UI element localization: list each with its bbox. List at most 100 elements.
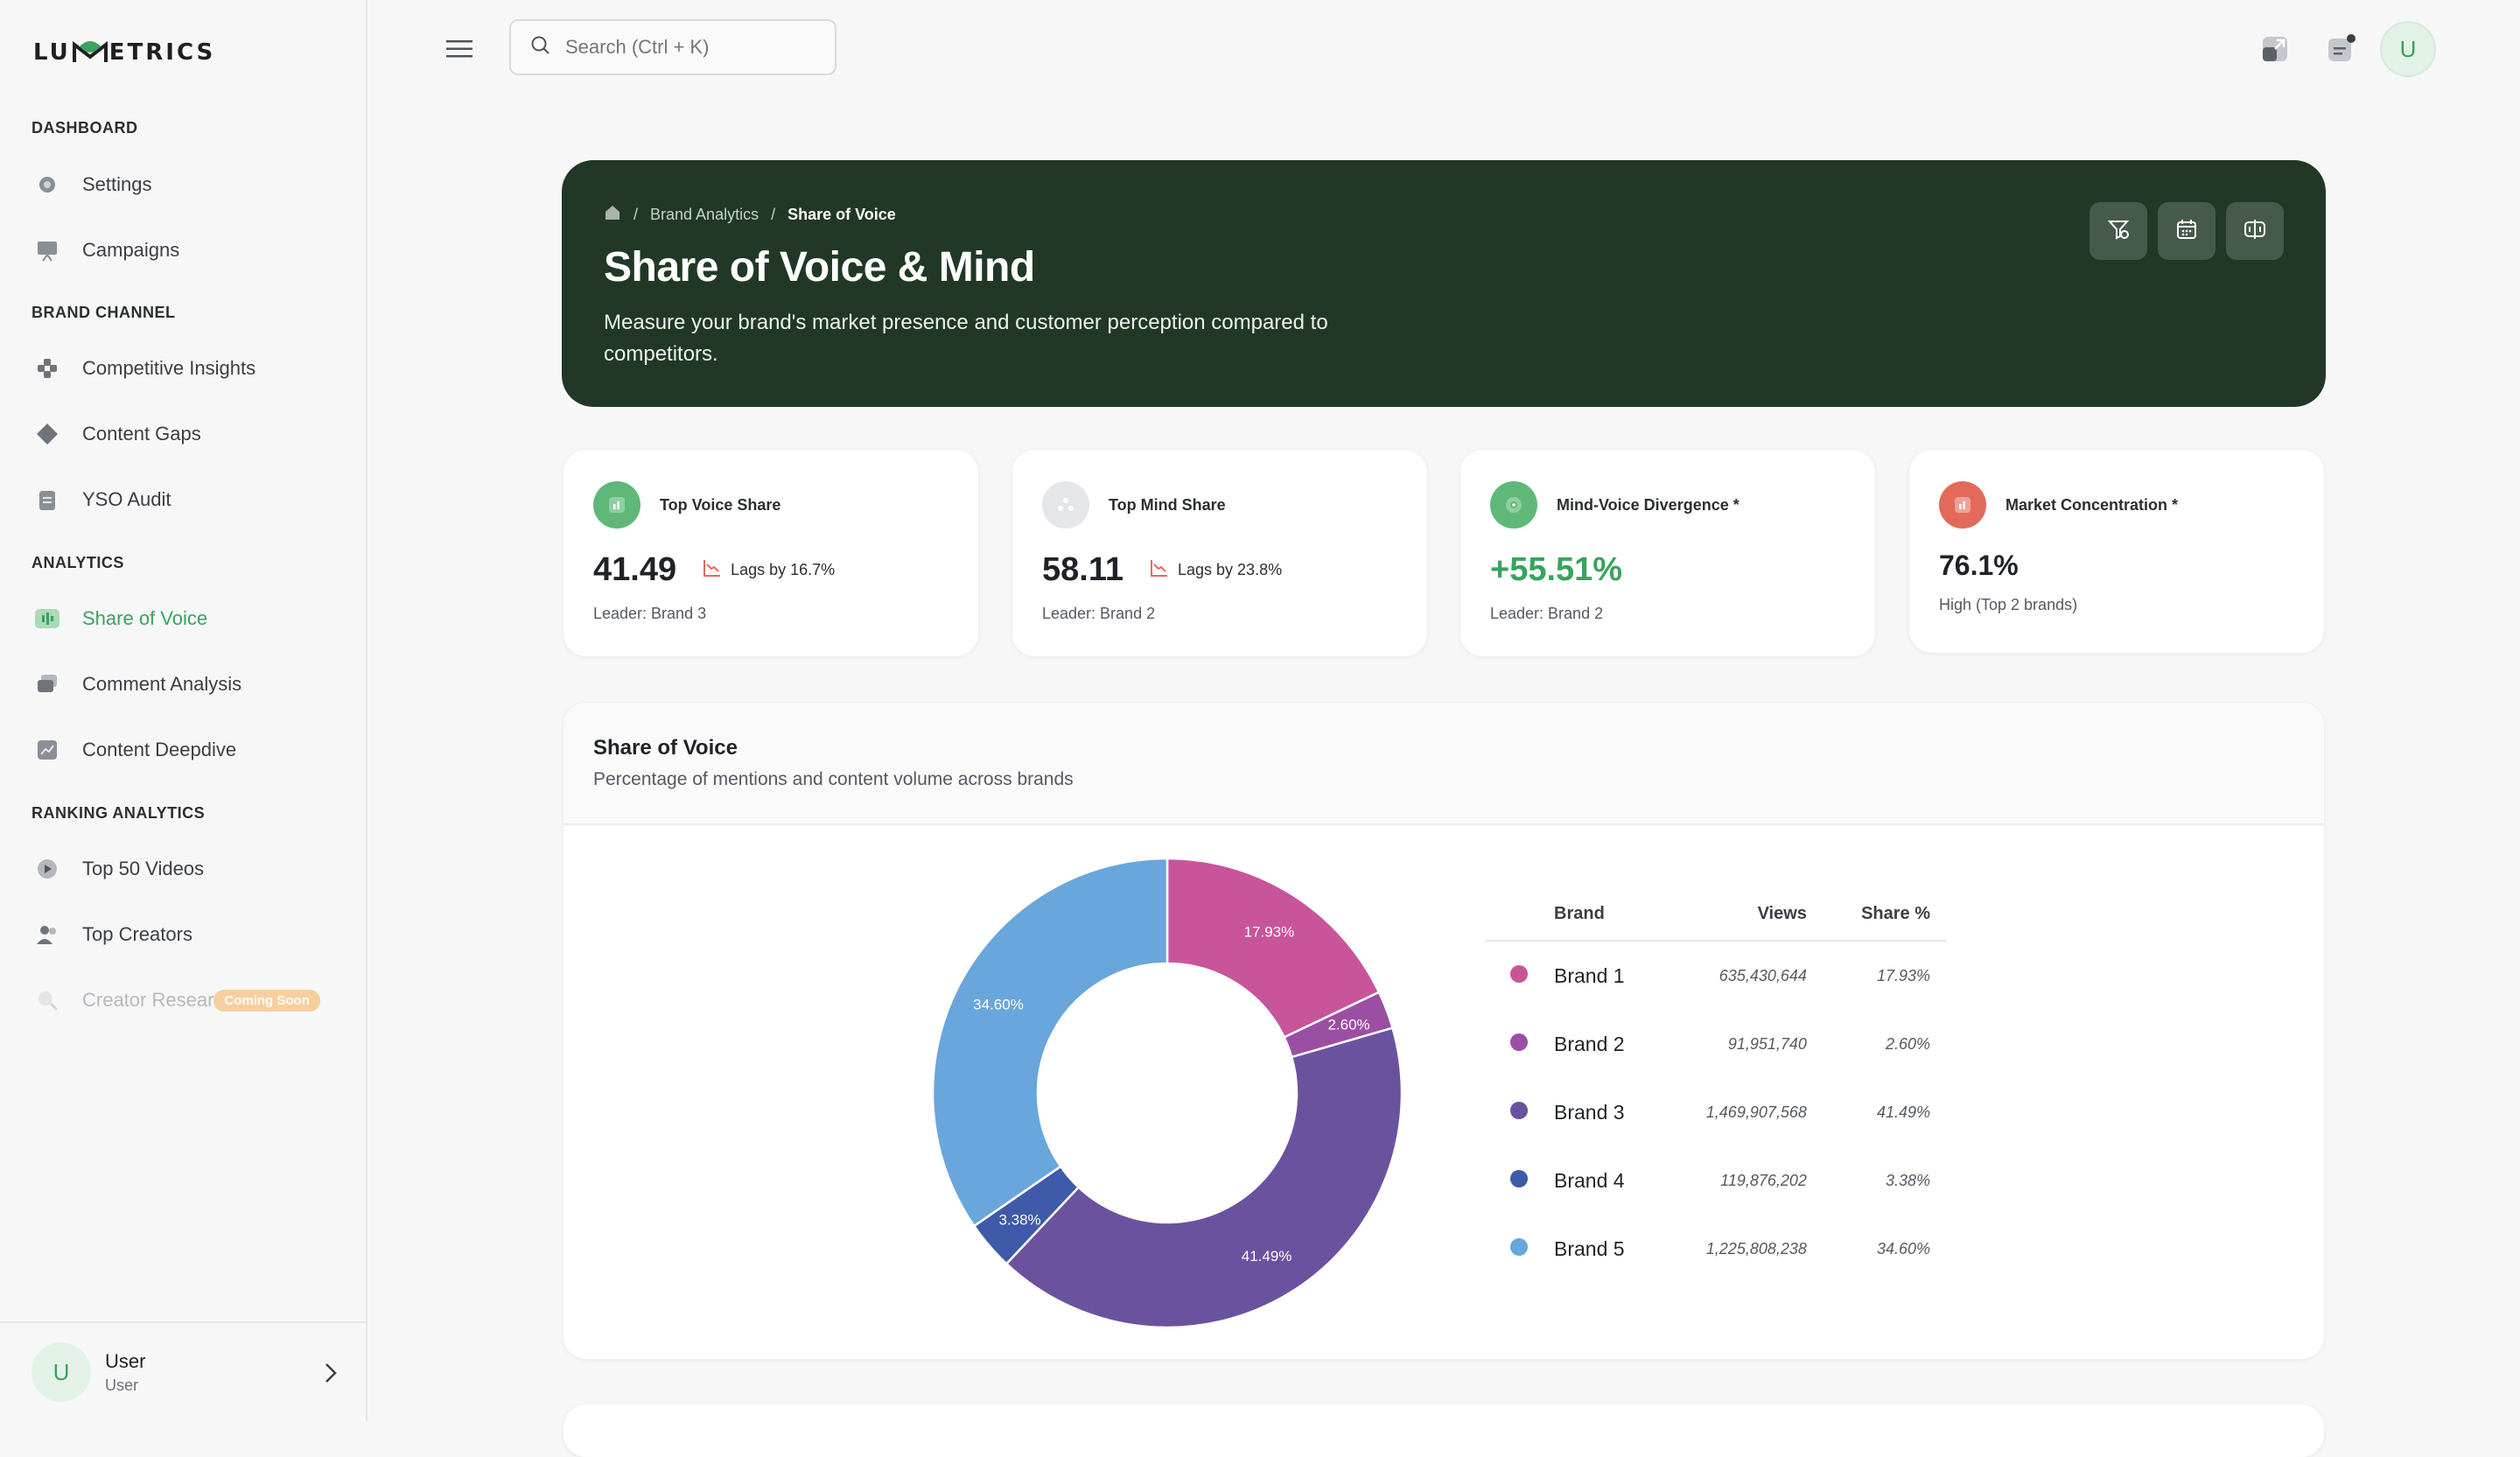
- stat-card-top-mind-share: Top Mind Share 58.11 Lags by 23.8% Leade…: [1012, 450, 1427, 656]
- logo-m-icon: [72, 40, 108, 64]
- diamond-icon: [35, 422, 60, 446]
- user-role: User: [105, 1376, 139, 1394]
- trend-down-icon: [1150, 558, 1169, 582]
- filter-icon: [2106, 217, 2131, 246]
- lag-text: Lags by 23.8%: [1178, 561, 1283, 578]
- logo[interactable]: LU ETRICS: [33, 35, 215, 70]
- sidebar-item-share-of-voice[interactable]: Share of Voice: [35, 599, 207, 638]
- brand-views: 119,876,202: [1720, 1171, 1807, 1189]
- trend-chart-icon: [35, 738, 60, 762]
- lag-indicator: Lags by 23.8%: [1150, 558, 1282, 582]
- legend-dot: [1510, 1101, 1528, 1119]
- stat-card-market-concentration: Market Concentration * 76.1% High (Top 2…: [1909, 450, 2324, 653]
- sidebar-item-label: Top 50 Videos: [82, 858, 205, 879]
- brand-views: 1,225,808,238: [1705, 1239, 1807, 1257]
- card-subtext: Leader: Brand 3: [593, 605, 707, 622]
- donut-slice-3[interactable]: [1004, 1026, 1404, 1329]
- brand-share: 41.49%: [1876, 1103, 1930, 1121]
- brand-share-table: Brand Views Share % Brand 1 635,430,644 17…: [1486, 895, 1946, 1283]
- donut-slice-label: 17.93%: [1244, 924, 1295, 941]
- notifications-icon[interactable]: [2325, 33, 2356, 65]
- legend-dot: [1510, 1033, 1528, 1051]
- sidebar-item-content-deepdive[interactable]: Content Deepdive: [35, 731, 236, 769]
- sidebar-item-label: Competitive Insights: [82, 357, 256, 379]
- sidebar-item-label: Campaigns: [82, 239, 180, 261]
- page-subtitle: Measure your brand's market presence and…: [604, 311, 1328, 366]
- brand-name: Brand 3: [1554, 1100, 1625, 1124]
- brand-name: Brand 5: [1554, 1236, 1625, 1260]
- brand-name: Brand 1: [1554, 963, 1625, 987]
- donut-slice-label: 2.60%: [1327, 1016, 1369, 1033]
- table-row[interactable]: Brand 4 119,876,202 3.38%: [1486, 1146, 1946, 1215]
- card-title: Top Mind Share: [1109, 495, 1226, 514]
- clipboard-icon: [35, 487, 60, 512]
- sidebar-item-competitive-insights[interactable]: Competitive Insights: [35, 349, 256, 388]
- donut-slice-1[interactable]: [1166, 857, 1381, 1040]
- sidebar-item-comment-analysis[interactable]: Comment Analysis: [35, 665, 242, 704]
- target-icon: [1490, 481, 1537, 529]
- calendar-icon: [2174, 217, 2199, 246]
- menu-toggle-icon[interactable]: [444, 37, 474, 61]
- section-title-dashboard: DASHBOARD: [32, 119, 138, 137]
- donut-slice-5[interactable]: [931, 857, 1169, 1228]
- sidebar-item-top-50-videos[interactable]: Top 50 Videos: [35, 850, 204, 888]
- external-link-icon[interactable]: [2259, 33, 2291, 65]
- card-subtext: Leader: Brand 2: [1042, 605, 1156, 622]
- card-value: 58.11: [1042, 551, 1124, 588]
- sidebar-item-label: Share of Voice: [82, 607, 208, 629]
- user-menu[interactable]: U User User: [0, 1321, 366, 1421]
- page-header: / Brand Analytics / Share of Voice Share…: [562, 160, 2326, 407]
- sidebar-item-yso-audit[interactable]: YSO Audit: [35, 480, 172, 519]
- brand-views: 91,951,740: [1727, 1034, 1807, 1053]
- legend-dot: [1510, 1237, 1528, 1256]
- sidebar-item-settings[interactable]: Settings: [35, 165, 152, 204]
- brand-name: Brand 4: [1554, 1168, 1625, 1192]
- sound-wave-icon: [35, 606, 60, 631]
- sidebar-item-campaigns[interactable]: Campaigns: [35, 231, 179, 270]
- breadcrumb-brand-analytics[interactable]: Brand Analytics: [650, 206, 760, 223]
- chevron-right-icon[interactable]: [324, 1362, 338, 1389]
- brand-name: Brand 2: [1554, 1032, 1625, 1055]
- table-row[interactable]: Brand 3 1,469,907,568 41.49%: [1486, 1078, 1946, 1146]
- trend-down-icon: [703, 558, 722, 582]
- presentation-icon: [35, 238, 60, 263]
- search-icon: [530, 35, 551, 60]
- sidebar-item-label: Comment Analysis: [82, 673, 242, 695]
- compare-button[interactable]: [2226, 202, 2284, 260]
- profile-avatar[interactable]: U: [2380, 21, 2436, 77]
- avatar: U: [32, 1342, 91, 1402]
- users-icon: [35, 922, 60, 947]
- card-value: 76.1%: [1939, 550, 2019, 581]
- breadcrumb: / Brand Analytics / Share of Voice: [604, 204, 2284, 226]
- sidebar-item-label: Settings: [82, 173, 152, 195]
- panel-title: Share of Voice: [593, 736, 738, 760]
- table-row[interactable]: Brand 2 91,951,740 2.60%: [1486, 1010, 1946, 1078]
- search-input[interactable]: [564, 35, 821, 60]
- table-row[interactable]: Brand 5 1,225,808,238 34.60%: [1486, 1215, 1946, 1283]
- sidebar-item-label: Content Deepdive: [82, 739, 237, 760]
- sidebar-item-label: Content Gaps: [82, 423, 201, 445]
- magnifier-icon: [35, 988, 60, 1012]
- sidebar-item-top-creators[interactable]: Top Creators: [35, 915, 192, 954]
- section-title-ranking-analytics: RANKING ANALYTICS: [32, 804, 206, 822]
- brand-share: 34.60%: [1876, 1239, 1930, 1257]
- gear-icon: [35, 172, 60, 197]
- sidebar-item-content-gaps[interactable]: Content Gaps: [35, 415, 201, 453]
- page-title: Share of Voice & Mind: [604, 244, 1035, 291]
- compare-icon: [2243, 217, 2267, 246]
- home-icon[interactable]: [604, 204, 621, 226]
- sidebar: LU ETRICS DASHBOARD Settings Campaigns B…: [0, 0, 368, 1421]
- table-row[interactable]: Brand 1 635,430,644 17.93%: [1486, 941, 1946, 1010]
- brand-share: 3.38%: [1885, 1171, 1930, 1189]
- card-value: +55.51%: [1490, 551, 1623, 588]
- share-of-voice-panel: Share of Voice Percentage of mentions an…: [564, 703, 2324, 1359]
- donut-slice-label: 41.49%: [1242, 1248, 1292, 1264]
- calendar-button[interactable]: [2158, 202, 2216, 260]
- donut-slice-label: 3.38%: [998, 1212, 1040, 1229]
- column-header-views: Views: [1660, 895, 1823, 942]
- sidebar-item-creator-research: Creator Resear Coming Soon: [35, 981, 320, 1019]
- filter-button[interactable]: [2090, 202, 2147, 260]
- card-subtext: High (Top 2 brands): [1939, 596, 2078, 613]
- search-box[interactable]: [509, 19, 836, 75]
- sidebar-item-label: Creator Resear: [82, 989, 214, 1011]
